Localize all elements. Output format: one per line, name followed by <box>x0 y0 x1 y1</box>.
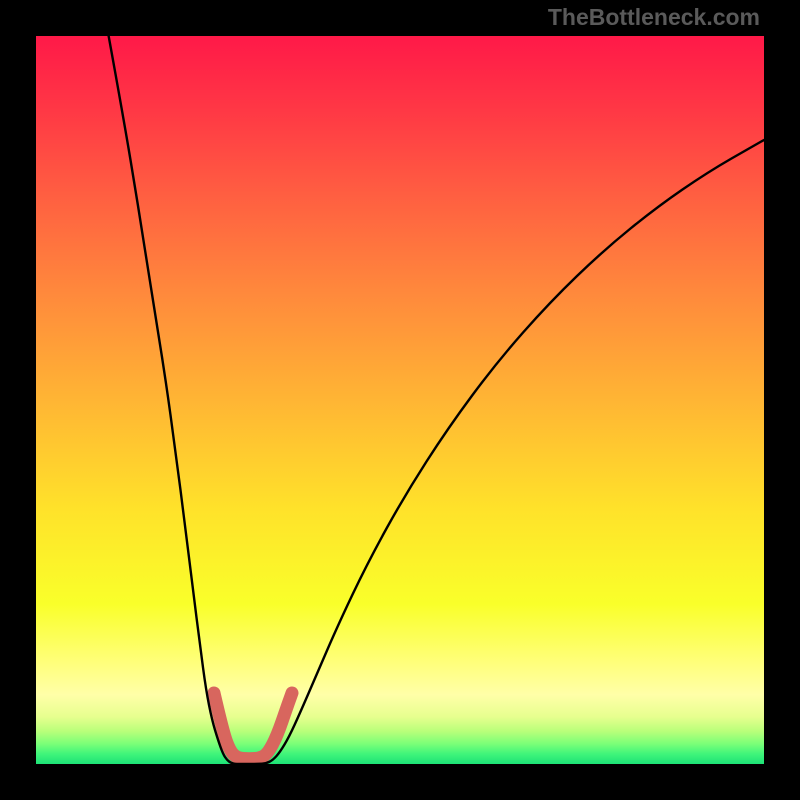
gradient-background <box>36 36 764 764</box>
plot-area <box>36 27 764 764</box>
bottleneck-chart <box>0 0 800 800</box>
watermark-text: TheBottleneck.com <box>548 4 760 31</box>
